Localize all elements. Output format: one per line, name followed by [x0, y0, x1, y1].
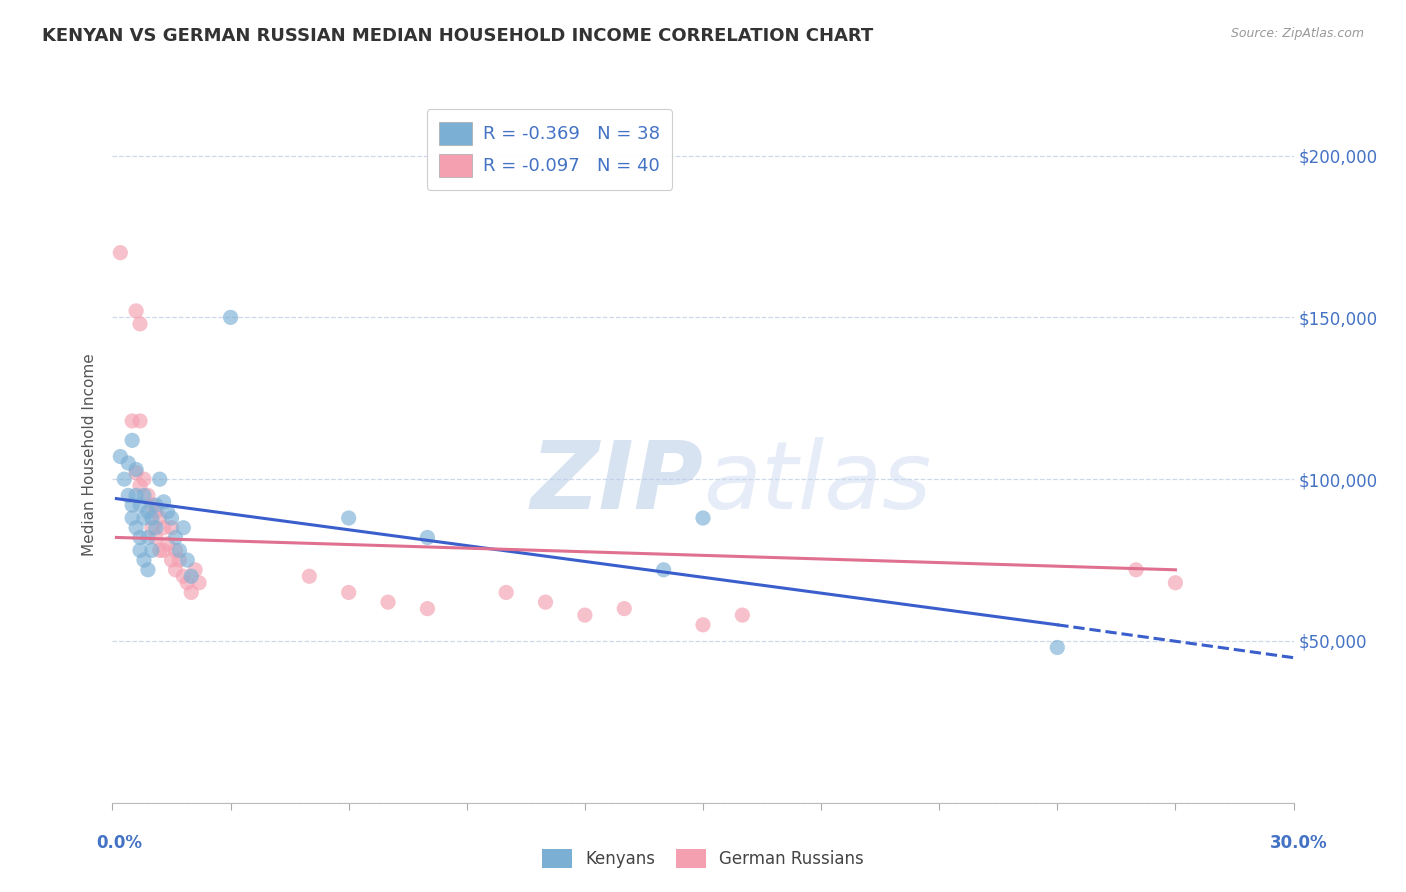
Point [652, 563, 675, 577]
Point [112, 472, 135, 486]
Point [129, 531, 152, 545]
Point [692, 617, 714, 632]
Point [152, 495, 174, 509]
Text: KENYAN VS GERMAN RUSSIAN MEDIAN HOUSEHOLD INCOME CORRELATION CHART: KENYAN VS GERMAN RUSSIAN MEDIAN HOUSEHOL… [42, 27, 873, 45]
Point [534, 595, 557, 609]
Point [121, 414, 143, 428]
Point [129, 543, 152, 558]
Point [156, 537, 179, 551]
Legend: R = -0.369   N = 38, R = -0.097   N = 40: R = -0.369 N = 38, R = -0.097 N = 40 [426, 109, 672, 190]
Point [149, 543, 172, 558]
Point [169, 553, 191, 567]
Point [188, 575, 211, 590]
Point [132, 488, 155, 502]
Point [169, 543, 191, 558]
Point [117, 456, 139, 470]
Y-axis label: Median Household Income: Median Household Income [82, 353, 97, 557]
Point [165, 531, 187, 545]
Point [337, 585, 360, 599]
Point [121, 511, 143, 525]
Point [141, 543, 163, 558]
Point [136, 531, 159, 545]
Text: ZIP: ZIP [530, 437, 703, 529]
Point [298, 569, 321, 583]
Point [145, 531, 167, 545]
Point [125, 488, 148, 502]
Point [125, 466, 148, 480]
Point [165, 563, 187, 577]
Point [1164, 575, 1187, 590]
Point [149, 472, 172, 486]
Text: Source: ZipAtlas.com: Source: ZipAtlas.com [1230, 27, 1364, 40]
Point [141, 511, 163, 525]
Point [160, 553, 183, 567]
Point [416, 601, 439, 615]
Point [121, 498, 143, 512]
Point [613, 601, 636, 615]
Point [136, 488, 159, 502]
Point [125, 521, 148, 535]
Point [136, 504, 159, 518]
Point [110, 450, 132, 464]
Point [184, 563, 207, 577]
Point [132, 472, 155, 486]
Point [125, 462, 148, 476]
Point [160, 521, 183, 535]
Point [125, 304, 148, 318]
Point [145, 504, 167, 518]
Point [731, 608, 754, 623]
Point [145, 498, 167, 512]
Point [145, 521, 167, 535]
Point [495, 585, 517, 599]
Point [141, 498, 163, 512]
Point [176, 553, 198, 567]
Point [574, 608, 596, 623]
Point [1046, 640, 1069, 655]
Point [176, 575, 198, 590]
Point [149, 511, 172, 525]
Point [110, 245, 132, 260]
Point [219, 310, 242, 325]
Point [172, 521, 194, 535]
Legend: Kenyans, German Russians: Kenyans, German Russians [536, 842, 870, 875]
Point [152, 543, 174, 558]
Point [416, 531, 439, 545]
Text: 0.0%: 0.0% [97, 834, 142, 852]
Text: 30.0%: 30.0% [1271, 834, 1327, 852]
Point [377, 595, 399, 609]
Point [129, 498, 152, 512]
Point [172, 569, 194, 583]
Point [337, 511, 360, 525]
Point [132, 511, 155, 525]
Point [121, 434, 143, 448]
Point [165, 543, 187, 558]
Point [156, 504, 179, 518]
Point [129, 414, 152, 428]
Point [180, 585, 202, 599]
Point [141, 521, 163, 535]
Text: atlas: atlas [703, 437, 931, 528]
Point [117, 488, 139, 502]
Point [129, 478, 152, 492]
Point [180, 569, 202, 583]
Point [152, 521, 174, 535]
Point [160, 511, 183, 525]
Point [692, 511, 714, 525]
Point [136, 563, 159, 577]
Point [132, 553, 155, 567]
Point [1125, 563, 1147, 577]
Point [129, 317, 152, 331]
